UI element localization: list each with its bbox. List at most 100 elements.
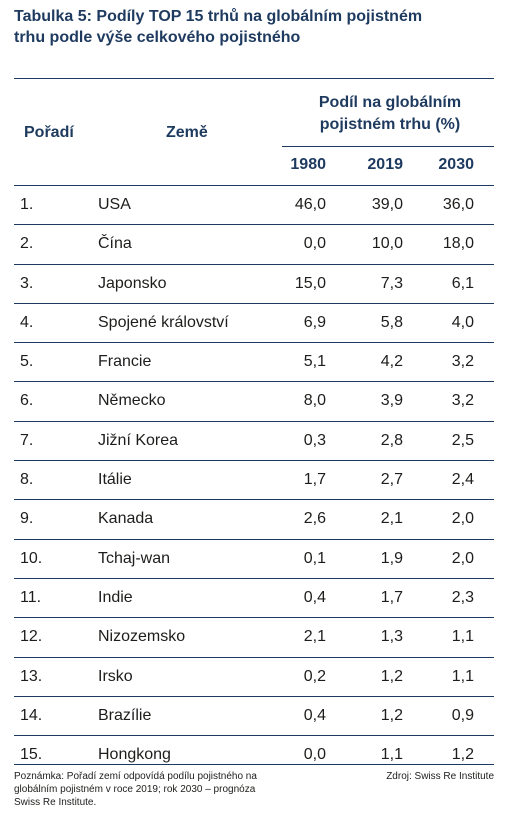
- cell-2030: 3,2: [451, 353, 474, 371]
- cell-rank: 3.: [20, 274, 34, 292]
- cell-country: USA: [98, 196, 131, 213]
- table-row: 4. Spojené království 6,9 5,8 4,0: [14, 304, 494, 344]
- table-row: 12. Nizozemsko 2,1 1,3 1,1: [14, 618, 494, 658]
- cell-2030: 2,3: [451, 588, 474, 606]
- header-bottom-rule: [14, 185, 494, 186]
- table-row: 9. Kanada 2,6 2,1 2,0: [14, 500, 494, 540]
- cell-1980: 1,7: [303, 471, 326, 489]
- cell-1980: 46,0: [294, 196, 326, 213]
- cell-2019: 10,0: [371, 235, 403, 253]
- cell-1980: 0,4: [303, 588, 326, 606]
- cell-1980: 8,0: [303, 392, 326, 410]
- cell-country: Jižní Korea: [98, 431, 179, 449]
- cell-country: Tchaj-wan: [98, 549, 171, 567]
- table-title: Tabulka 5: Podíly TOP 15 trhů na globáln…: [14, 6, 504, 48]
- cell-2019: 1,9: [380, 549, 403, 567]
- table-row: 10. Tchaj-wan 0,1 1,9 2,0: [14, 540, 494, 579]
- table-row: 8. Itálie 1,7 2,7 2,4: [14, 461, 494, 501]
- cell-2030: 1,2: [451, 746, 474, 764]
- cell-rank: 7.: [20, 431, 34, 449]
- cell-1980: 0,2: [303, 667, 326, 685]
- cell-1980: 0,3: [303, 431, 326, 449]
- table-row: 15. Hongkong 0,0 1,1 1,2: [14, 736, 494, 774]
- cell-1980: 5,1: [303, 353, 326, 371]
- cell-rank: 11.: [20, 588, 42, 606]
- cell-2030: 2,0: [451, 510, 474, 528]
- cell-rank: 4.: [20, 313, 34, 331]
- cell-2030: 1,1: [451, 628, 474, 646]
- cell-2019: 2,8: [380, 431, 403, 449]
- cell-rank: 13.: [20, 667, 43, 685]
- table-row: 14. Brazílie 0,4 1,2 0,9: [14, 697, 494, 737]
- cell-country: Německo: [98, 392, 166, 410]
- cell-rank: 10.: [20, 549, 43, 567]
- cell-2019: 7,3: [380, 274, 403, 292]
- header-top-rule: [14, 78, 494, 79]
- column-header-share-line-2: pojistném trhu (%): [319, 116, 461, 133]
- cell-country: Japonsko: [98, 274, 167, 292]
- column-header-2019: 2019: [367, 156, 403, 173]
- cell-2030: 6,1: [451, 274, 474, 292]
- cell-1980: 2,1: [303, 628, 326, 646]
- cell-1980: 15,0: [294, 274, 326, 292]
- cell-2019: 5,8: [380, 313, 403, 331]
- cell-rank: 15.: [20, 746, 43, 764]
- cell-country: Hongkong: [98, 746, 171, 764]
- cell-rank: 5.: [20, 353, 34, 371]
- cell-2030: 2,5: [451, 431, 474, 449]
- footnote-line-3: Swiss Re Institute.: [14, 797, 97, 808]
- cell-rank: 2.: [20, 235, 34, 253]
- cell-2030: 0,9: [451, 706, 474, 724]
- cell-2030: 3,2: [451, 392, 474, 410]
- table-row: 11. Indie 0,4 1,7 2,3: [14, 579, 494, 619]
- source-note: Zdroj: Swiss Re Institute: [386, 771, 494, 782]
- cell-2030: 18,0: [442, 235, 474, 253]
- cell-1980: 0,1: [303, 549, 326, 567]
- cell-2030: 2,0: [451, 549, 474, 567]
- column-header-share-line-1: Podíl na globálním: [318, 94, 462, 111]
- column-header-1980: 1980: [290, 156, 326, 173]
- column-header-country: Země: [166, 124, 208, 141]
- cell-country: Kanada: [98, 510, 154, 528]
- cell-1980: 0,0: [303, 235, 326, 253]
- year-header-rule: [282, 146, 494, 147]
- table-title-line-2: trhu podle výše celkového pojistného: [14, 29, 301, 46]
- table-row: 5. Francie 5,1 4,2 3,2: [14, 343, 494, 383]
- table-row: 2. Čína 0,0 10,0 18,0: [14, 225, 494, 265]
- cell-2019: 39,0: [371, 196, 403, 213]
- cell-2030: 1,1: [451, 667, 474, 685]
- table-title-line-1: Tabulka 5: Podíly TOP 15 trhů na globáln…: [14, 8, 423, 25]
- cell-2030: 36,0: [442, 196, 474, 213]
- footnote-line-1: Poznámka: Pořadí zemí odpovídá podílu po…: [14, 771, 257, 782]
- cell-rank: 9.: [20, 510, 34, 528]
- cell-rank: 14.: [20, 706, 43, 724]
- cell-1980: 6,9: [303, 313, 326, 331]
- cell-country: Brazílie: [98, 706, 152, 724]
- column-header-2030: 2030: [438, 156, 474, 173]
- cell-rank: 6.: [20, 392, 34, 410]
- table-row: 1. USA 46,0 39,0 36,0: [14, 186, 494, 226]
- cell-rank: 8.: [20, 471, 34, 489]
- cell-country: Francie: [98, 353, 152, 371]
- table-row: 7. Jižní Korea 0,3 2,8 2,5: [14, 422, 494, 462]
- cell-2019: 2,1: [380, 510, 403, 528]
- column-header-rank: Pořadí: [24, 124, 74, 141]
- cell-rank: 1.: [20, 196, 34, 213]
- cell-1980: 0,0: [303, 746, 326, 764]
- cell-country: Spojené království: [98, 313, 229, 331]
- footnote-line-2: globálním pojistném v roce 2019; rok 203…: [14, 784, 256, 795]
- cell-country: Irsko: [98, 667, 133, 685]
- cell-2019: 1,7: [380, 588, 403, 606]
- cell-country: Itálie: [98, 471, 132, 489]
- footnote: Poznámka: Pořadí zemí odpovídá podílu po…: [14, 770, 314, 809]
- cell-1980: 0,4: [303, 706, 326, 724]
- table-row: 3. Japonsko 15,0 7,3 6,1: [14, 265, 494, 304]
- footer-rule: [14, 764, 494, 765]
- cell-2019: 1,2: [380, 706, 403, 724]
- cell-2019: 2,7: [380, 471, 403, 489]
- cell-2019: 4,2: [380, 353, 403, 371]
- cell-2019: 1,2: [380, 667, 403, 685]
- cell-1980: 2,6: [303, 510, 326, 528]
- cell-rank: 12.: [20, 628, 43, 646]
- cell-country: Čína: [98, 235, 132, 253]
